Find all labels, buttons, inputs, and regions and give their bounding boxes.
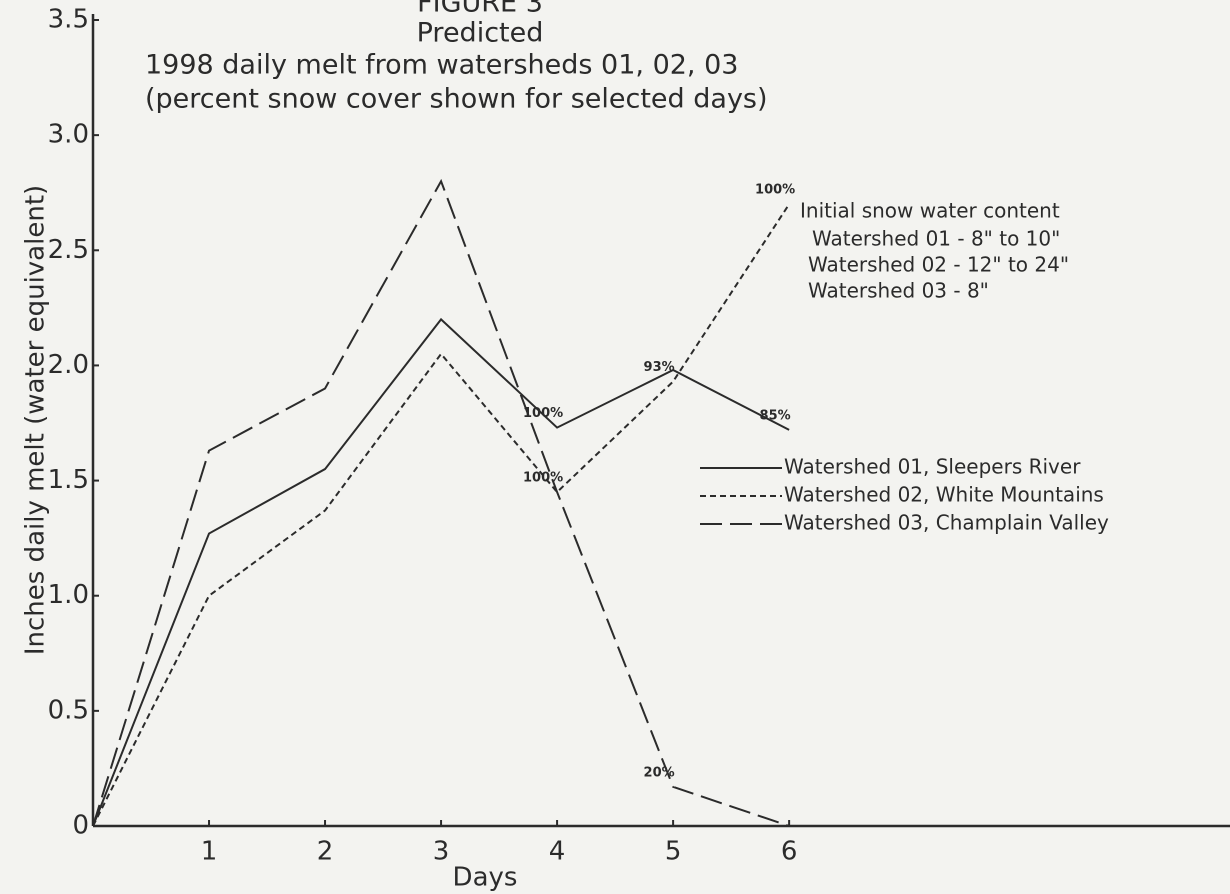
y-tick-label: 1.0 (48, 580, 89, 610)
snow-cover-label: 100% (523, 406, 563, 421)
chart-subtitle: (percent snow cover shown for selected d… (145, 84, 768, 115)
x-tick-label: 4 (549, 837, 566, 867)
snow-cover-label: 20% (644, 765, 675, 780)
chart-title: FIGURE 3 (417, 0, 543, 19)
legend-label: Watershed 03, Champlain Valley (784, 511, 1109, 535)
y-tick-label: 2.0 (48, 350, 89, 380)
x-tick-label: 2 (317, 837, 334, 867)
y-tick-label: 0.5 (48, 695, 89, 725)
x-tick-label: 3 (433, 837, 450, 867)
y-tick-label: 0 (72, 811, 89, 841)
x-tick-label: 6 (781, 837, 798, 867)
x-tick-label: 1 (201, 837, 218, 867)
x-axis-label: Days (453, 863, 518, 893)
note: Initial snow water content (800, 199, 1060, 223)
snow-cover-label: 85% (760, 408, 791, 423)
y-axis-label: Inches daily melt (water equivalent) (21, 185, 51, 655)
series-line (92, 178, 790, 827)
y-tick-label: 1.5 (48, 465, 89, 495)
chart-subtitle: 1998 daily melt from watersheds 01, 02, … (145, 50, 738, 81)
legend-label: Watershed 02, White Mountains (784, 483, 1104, 507)
x-tick-label: 5 (665, 837, 682, 867)
snow-cover-label: 100% (755, 183, 795, 198)
snow-cover-label: 93% (644, 360, 675, 375)
series-line (92, 203, 790, 827)
legend-label: Watershed 01, Sleepers River (784, 455, 1081, 479)
note: Watershed 03 - 8" (808, 279, 989, 303)
note: Watershed 01 - 8" to 10" (812, 227, 1060, 251)
note: Watershed 02 - 12" to 24" (808, 253, 1069, 277)
y-tick-label: 3.0 (48, 120, 89, 150)
series-line (92, 317, 790, 827)
snow-cover-label: 100% (523, 471, 563, 486)
y-tick-label: 2.5 (48, 235, 89, 265)
y-tick-label: 3.5 (48, 5, 89, 35)
chart-subtitle: Predicted (417, 18, 544, 49)
